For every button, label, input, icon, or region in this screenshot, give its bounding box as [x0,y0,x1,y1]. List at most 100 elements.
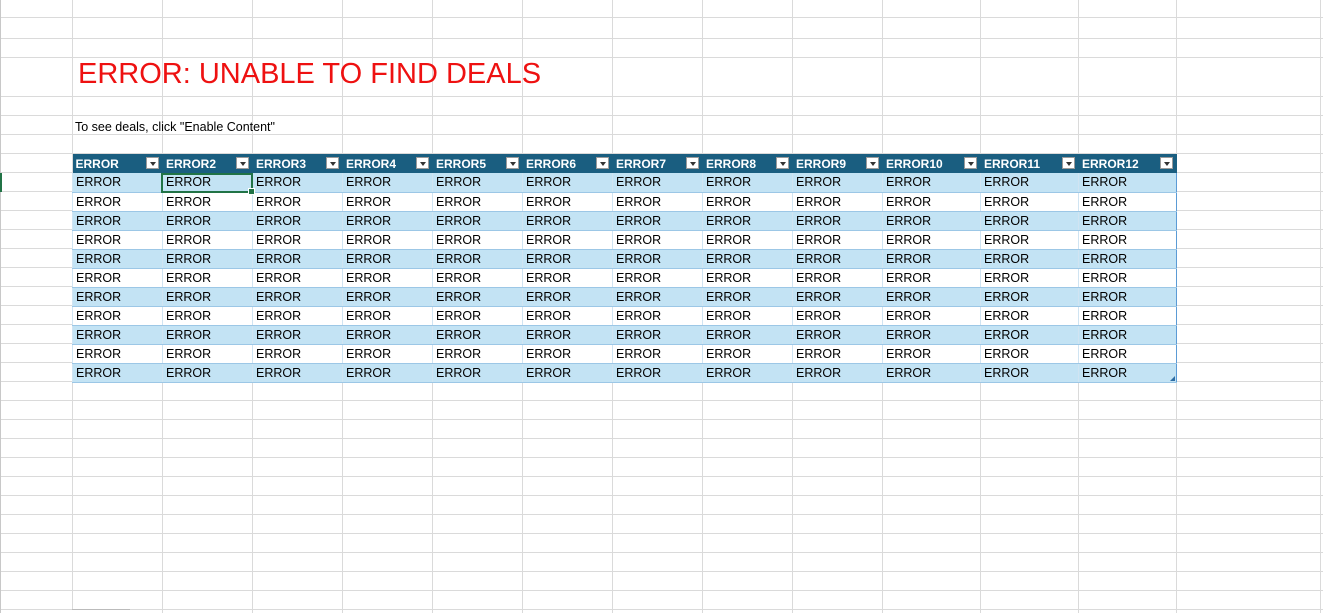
table-cell[interactable]: ERROR [522,363,613,383]
table-cell[interactable]: ERROR [612,192,703,212]
table-cell[interactable]: ERROR [882,306,981,326]
table-cell[interactable]: ERROR [1078,306,1177,326]
table-cell[interactable]: ERROR [792,211,883,231]
table-cell[interactable]: ERROR [342,249,433,269]
table-cell[interactable]: ERROR [162,363,253,383]
table-cell[interactable]: ERROR [72,173,163,193]
table-cell[interactable]: ERROR [432,268,523,288]
table-cell[interactable]: ERROR [432,325,523,345]
column-header[interactable]: ERROR11 [980,154,1079,173]
table-cell[interactable]: ERROR [162,268,253,288]
table-cell[interactable]: ERROR [980,344,1079,364]
filter-dropdown-icon[interactable] [776,157,789,169]
column-header[interactable]: ERROR12 [1078,154,1177,173]
table-cell[interactable]: ERROR [980,230,1079,250]
table-cell[interactable]: ERROR [72,211,163,231]
table-cell[interactable]: ERROR [432,363,523,383]
table-cell[interactable]: ERROR [1078,363,1177,383]
filter-dropdown-icon[interactable] [1062,157,1075,169]
table-cell[interactable]: ERROR [162,249,253,269]
table-cell[interactable]: ERROR [980,363,1079,383]
table-cell[interactable]: ERROR [702,325,793,345]
table-cell[interactable]: ERROR [1078,325,1177,345]
table-cell[interactable]: ERROR [72,192,163,212]
filter-dropdown-icon[interactable] [416,157,429,169]
table-cell[interactable]: ERROR [72,306,163,326]
table-cell[interactable]: ERROR [980,306,1079,326]
table-cell[interactable]: ERROR [882,192,981,212]
table-cell[interactable]: ERROR [522,173,613,193]
table-cell[interactable]: ERROR [72,344,163,364]
table-cell[interactable]: ERROR [162,344,253,364]
sheet-tab-edge[interactable] [72,609,130,613]
table-cell[interactable]: ERROR [522,249,613,269]
table-cell[interactable]: ERROR [522,325,613,345]
table-cell[interactable]: ERROR [162,306,253,326]
table-cell[interactable]: ERROR [522,230,613,250]
table-cell[interactable]: ERROR [882,363,981,383]
table-cell[interactable]: ERROR [882,211,981,231]
table-cell[interactable]: ERROR [1078,287,1177,307]
table-cell[interactable]: ERROR [882,249,981,269]
table-cell[interactable]: ERROR [522,306,613,326]
table-cell[interactable]: ERROR [792,287,883,307]
filter-dropdown-icon[interactable] [596,157,609,169]
table-cell[interactable]: ERROR [162,192,253,212]
column-header[interactable]: ERROR [72,154,163,173]
table-cell[interactable]: ERROR [342,230,433,250]
table-cell[interactable]: ERROR [702,192,793,212]
column-header[interactable]: ERROR4 [342,154,433,173]
column-header[interactable]: ERROR6 [522,154,613,173]
table-cell[interactable]: ERROR [702,211,793,231]
table-cell[interactable]: ERROR [980,173,1079,193]
table-cell[interactable]: ERROR [882,173,981,193]
table-cell[interactable]: ERROR [702,287,793,307]
table-cell[interactable]: ERROR [432,173,523,193]
table-cell[interactable]: ERROR [72,363,163,383]
column-header[interactable]: ERROR3 [252,154,343,173]
filter-dropdown-icon[interactable] [686,157,699,169]
table-cell[interactable]: ERROR [342,192,433,212]
table-cell[interactable]: ERROR [980,211,1079,231]
table-cell[interactable]: ERROR [252,268,343,288]
table-cell[interactable]: ERROR [162,287,253,307]
table-cell[interactable]: ERROR [612,363,703,383]
table-cell[interactable]: ERROR [252,306,343,326]
table-cell[interactable]: ERROR [882,287,981,307]
table-cell[interactable]: ERROR [980,268,1079,288]
table-cell[interactable]: ERROR [252,173,343,193]
table-cell[interactable]: ERROR [252,287,343,307]
table-cell[interactable]: ERROR [252,344,343,364]
table-cell[interactable]: ERROR [702,306,793,326]
table-cell[interactable]: ERROR [342,268,433,288]
table-cell[interactable]: ERROR [702,363,793,383]
table-cell[interactable]: ERROR [162,230,253,250]
column-header[interactable]: ERROR5 [432,154,523,173]
filter-dropdown-icon[interactable] [506,157,519,169]
table-cell[interactable]: ERROR [702,344,793,364]
table-cell[interactable]: ERROR [432,306,523,326]
table-cell[interactable]: ERROR [252,192,343,212]
table-cell[interactable]: ERROR [432,230,523,250]
table-cell[interactable]: ERROR [612,306,703,326]
table-cell[interactable]: ERROR [612,230,703,250]
table-cell[interactable]: ERROR [980,249,1079,269]
table-cell[interactable]: ERROR [522,211,613,231]
table-cell[interactable]: ERROR [792,268,883,288]
table-cell[interactable]: ERROR [342,306,433,326]
filter-dropdown-icon[interactable] [866,157,879,169]
table-cell[interactable]: ERROR [882,268,981,288]
table-cell[interactable]: ERROR [882,325,981,345]
table-cell[interactable]: ERROR [612,287,703,307]
table-cell[interactable]: ERROR [252,230,343,250]
table-cell[interactable]: ERROR [342,173,433,193]
table-cell[interactable]: ERROR [72,268,163,288]
table-cell[interactable]: ERROR [702,230,793,250]
column-header[interactable]: ERROR9 [792,154,883,173]
table-cell[interactable]: ERROR [792,306,883,326]
table-cell[interactable]: ERROR [162,325,253,345]
table-cell[interactable]: ERROR [522,192,613,212]
table-cell[interactable]: ERROR [792,363,883,383]
table-cell[interactable]: ERROR [980,287,1079,307]
table-cell[interactable]: ERROR [432,344,523,364]
